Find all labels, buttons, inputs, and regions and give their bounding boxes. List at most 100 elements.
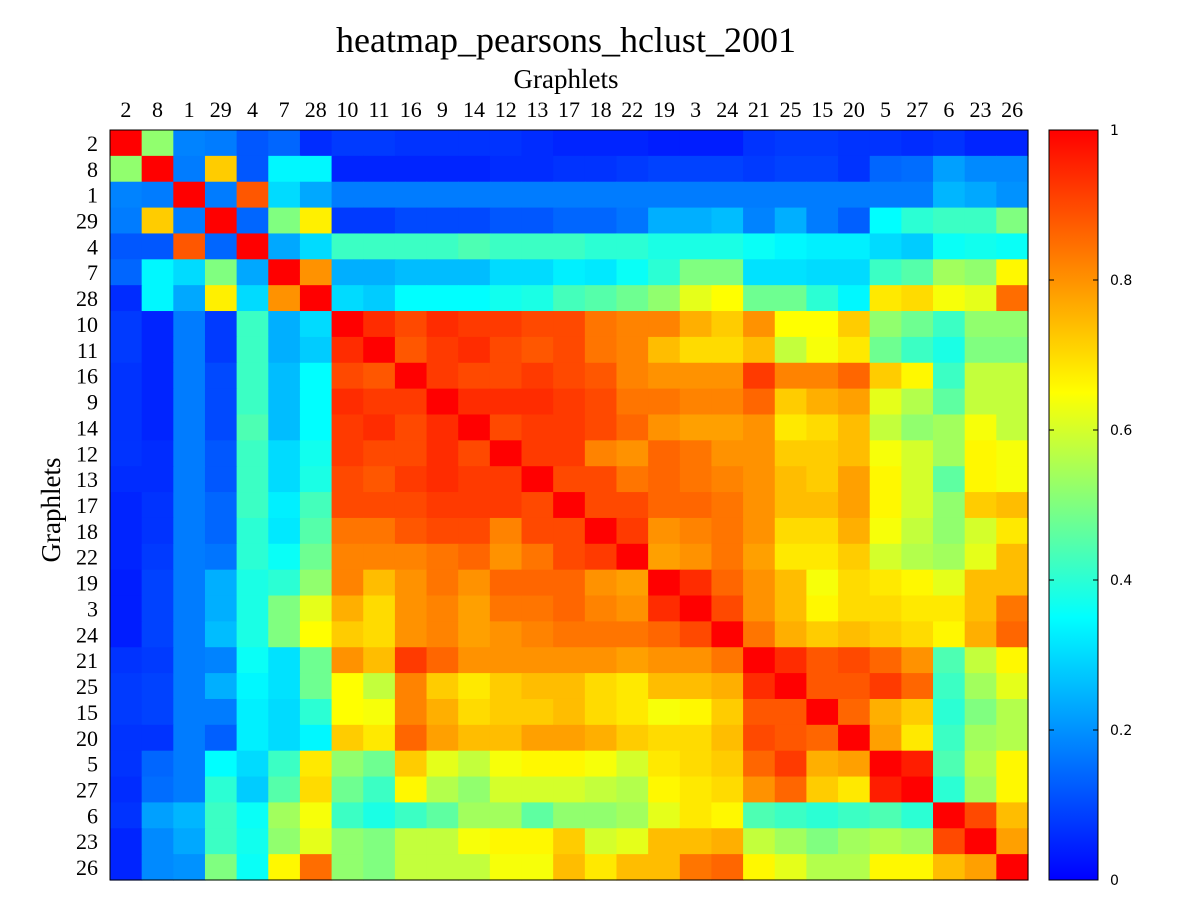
heatmap-cell (173, 130, 206, 157)
heatmap-cell (869, 595, 902, 622)
heatmap-cell (964, 698, 997, 726)
heatmap-cell (426, 155, 459, 183)
heatmap-cell (869, 828, 902, 855)
heatmap-cell (933, 492, 966, 519)
heatmap-cell (933, 543, 966, 571)
heatmap-cell (616, 259, 649, 286)
heatmap-cell (933, 207, 966, 235)
heatmap-cell (711, 207, 744, 235)
heatmap-cell (964, 854, 997, 881)
heatmap-cell (331, 466, 364, 493)
heatmap-cell (299, 259, 333, 286)
heatmap-cell (489, 388, 523, 416)
heatmap-cell (173, 285, 206, 312)
heatmap-cell (204, 388, 238, 416)
heatmap-cell (584, 543, 618, 571)
heatmap-cell (426, 181, 459, 209)
heatmap-cell (584, 362, 618, 390)
heatmap-cell (426, 828, 459, 855)
heatmap-cell (458, 440, 491, 467)
heatmap-cell (141, 414, 174, 441)
heatmap-cell (299, 802, 333, 829)
heatmap-cell (553, 388, 586, 416)
heatmap-cell (204, 828, 238, 855)
heatmap-cell (869, 750, 902, 778)
heatmap-cell (711, 155, 744, 183)
heatmap-cell (363, 362, 396, 390)
heatmap-cell (996, 440, 1029, 467)
heatmap-cell (933, 181, 966, 209)
heatmap-cell (299, 724, 333, 752)
heatmap-cell (838, 854, 871, 881)
heatmap-cell (236, 155, 269, 183)
heatmap-cell (679, 569, 713, 597)
heatmap-cell (869, 285, 902, 312)
heatmap-cell (774, 543, 808, 571)
heatmap-cell (901, 155, 934, 183)
heatmap-cell (806, 854, 839, 881)
heatmap-cell (458, 155, 491, 183)
heatmap-cell (711, 750, 744, 778)
heatmap-cell (110, 517, 143, 545)
heatmap-cell (964, 285, 997, 312)
heatmap-cell (806, 388, 839, 416)
heatmap-cell (679, 724, 713, 752)
heatmap-cell (331, 621, 364, 648)
heatmap-cell (363, 181, 396, 209)
heatmap-cell (806, 130, 839, 157)
heatmap-cell (869, 517, 902, 545)
chart-title: heatmap_pearsons_hclust_2001 (336, 20, 796, 60)
heatmap-cell (901, 802, 934, 829)
heatmap-cell (173, 724, 206, 752)
y-tick-label: 14 (76, 415, 98, 440)
heatmap-cell (806, 492, 839, 519)
heatmap-cell (553, 569, 586, 597)
heatmap-cell (869, 854, 902, 881)
heatmap-cell (679, 621, 713, 648)
heatmap-cell (394, 621, 428, 648)
heatmap-cell (236, 285, 269, 312)
heatmap-cell (458, 543, 491, 571)
heatmap-cell (521, 155, 554, 183)
heatmap-cell (299, 336, 333, 364)
heatmap-cell (458, 466, 491, 493)
heatmap-cell (901, 647, 934, 674)
heatmap-cell (299, 492, 333, 519)
heatmap-cell (679, 130, 713, 157)
heatmap-cell (584, 517, 618, 545)
heatmap-cell (584, 492, 618, 519)
heatmap-cell (299, 181, 333, 209)
heatmap-cell (141, 517, 174, 545)
heatmap-cell (996, 854, 1029, 881)
heatmap-cell (204, 466, 238, 493)
heatmap-cell (236, 543, 269, 571)
y-tick-label: 12 (76, 441, 98, 466)
heatmap-cell (426, 440, 459, 467)
heatmap-cell (110, 388, 143, 416)
heatmap-cell (933, 440, 966, 467)
heatmap-cell (299, 517, 333, 545)
heatmap-cell (711, 621, 744, 648)
heatmap-cell (964, 466, 997, 493)
heatmap-cell (173, 233, 206, 260)
heatmap-cell (933, 673, 966, 700)
heatmap-cell (838, 569, 871, 597)
heatmap-cell (489, 750, 523, 778)
heatmap-cell (996, 543, 1029, 571)
heatmap-cell (426, 130, 459, 157)
heatmap-cell (426, 414, 459, 441)
x-tick-label: 24 (716, 97, 738, 122)
heatmap-cell (521, 414, 554, 441)
heatmap-cell (173, 492, 206, 519)
heatmap-cell (774, 414, 808, 441)
heatmap-cell (679, 750, 713, 778)
heatmap-cell (363, 750, 396, 778)
y-tick-label: 18 (76, 519, 98, 544)
heatmap-cell (933, 828, 966, 855)
y-tick-label: 22 (76, 545, 98, 570)
heatmap-cell (268, 336, 301, 364)
heatmap-cell (679, 828, 713, 855)
y-tick-label: 19 (76, 571, 98, 596)
heatmap-cell (458, 569, 491, 597)
heatmap-cell (584, 388, 618, 416)
